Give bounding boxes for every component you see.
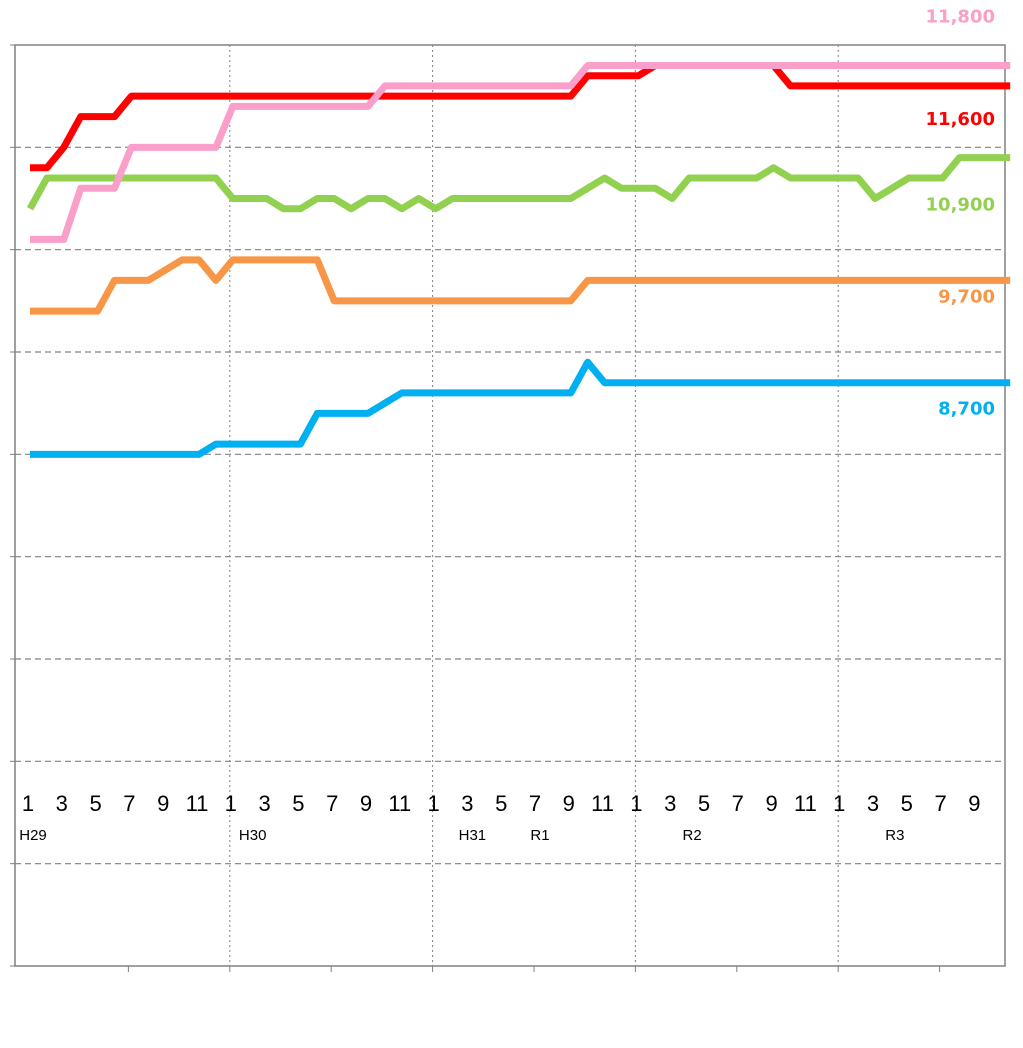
x-tick-label: 11 bbox=[186, 791, 209, 816]
x-tick-label: 7 bbox=[123, 791, 135, 816]
era-label: H29 bbox=[19, 827, 47, 844]
era-label: R2 bbox=[683, 827, 702, 844]
x-tick-label: 5 bbox=[698, 791, 710, 816]
era-label: H30 bbox=[239, 827, 267, 844]
x-tick-label: 7 bbox=[326, 791, 338, 816]
end-value-label: 10,900 bbox=[926, 195, 995, 216]
series-line bbox=[30, 61, 1011, 243]
x-tick-label: 3 bbox=[56, 791, 68, 816]
end-value-label: 11,600 bbox=[926, 109, 995, 130]
x-tick-label: 5 bbox=[89, 791, 101, 816]
era-label: R1 bbox=[530, 827, 549, 844]
x-tick-label: 5 bbox=[292, 791, 304, 816]
series-line bbox=[26, 154, 1011, 213]
series-line bbox=[30, 256, 1011, 315]
x-tick-label: 3 bbox=[461, 791, 473, 816]
x-tick-label: 7 bbox=[934, 791, 946, 816]
x-tick-label: 9 bbox=[968, 791, 980, 816]
x-tick-label: 1 bbox=[833, 791, 845, 816]
end-value-label: 9,700 bbox=[938, 286, 995, 307]
x-tick-label: 9 bbox=[157, 791, 169, 816]
x-tick-label: 9 bbox=[360, 791, 372, 816]
series-line bbox=[30, 358, 1011, 458]
x-tick-label: 11 bbox=[794, 791, 817, 816]
x-tick-label: 11 bbox=[591, 791, 614, 816]
x-tick-label: 7 bbox=[529, 791, 541, 816]
era-label: R3 bbox=[885, 827, 904, 844]
x-tick-label: 3 bbox=[664, 791, 676, 816]
x-tick-label: 9 bbox=[563, 791, 575, 816]
x-tick-label: 7 bbox=[732, 791, 744, 816]
x-tick-label: 5 bbox=[901, 791, 913, 816]
x-tick-label: 1 bbox=[22, 791, 34, 816]
x-tick-label: 1 bbox=[225, 791, 237, 816]
x-tick-label: 9 bbox=[765, 791, 777, 816]
end-value-label: 11,800 bbox=[926, 6, 995, 27]
era-label: H31 bbox=[459, 827, 487, 844]
x-tick-label: 11 bbox=[388, 791, 411, 816]
x-tick-label: 3 bbox=[867, 791, 879, 816]
end-value-label: 8,700 bbox=[938, 399, 995, 420]
x-tick-label: 1 bbox=[427, 791, 439, 816]
x-tick-label: 5 bbox=[495, 791, 507, 816]
series-line bbox=[30, 61, 1011, 172]
plot-frame bbox=[14, 44, 1006, 967]
x-tick-label: 1 bbox=[630, 791, 642, 816]
x-tick-label: 3 bbox=[258, 791, 270, 816]
